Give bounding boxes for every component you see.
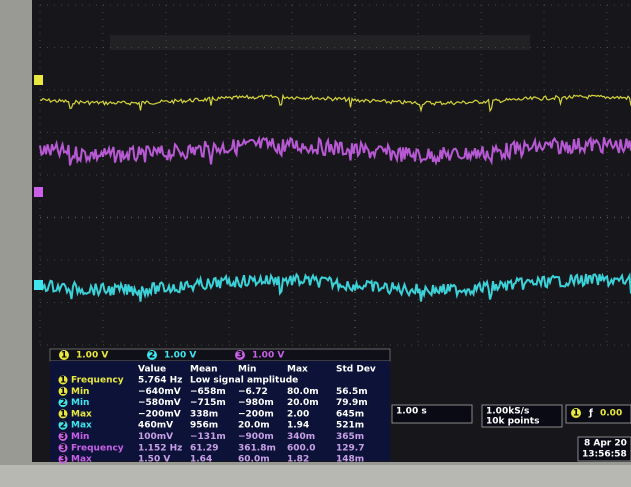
row-channel: 3 — [60, 455, 66, 465]
row-name: Max — [71, 409, 92, 419]
date: 8 Apr 20 — [584, 439, 627, 449]
row-cell: 1.64 — [190, 455, 212, 465]
row-cell: 521m — [336, 421, 364, 431]
channel-marker — [34, 75, 43, 85]
row-cell: 20.0m — [238, 421, 270, 431]
row-cell: 20.0m — [287, 398, 319, 408]
row-cell: −200m — [238, 409, 274, 419]
channel-number: 3 — [237, 351, 243, 361]
row-cell: −658m — [190, 387, 226, 397]
row-name: Frequency — [71, 376, 124, 386]
channel-marker — [34, 187, 43, 197]
channel-scale: 1.00 V — [164, 351, 196, 361]
row-cell: −900m — [238, 432, 274, 442]
row-name: Min — [71, 432, 89, 442]
row-cell: −580mV — [138, 398, 181, 408]
row-channel: 2 — [60, 398, 66, 408]
row-cell: −715m — [190, 398, 226, 408]
oscilloscope-photo: 1.00 s 1.00kS/s 10k points 1 ƒ 0.00 8 Ap… — [0, 0, 631, 487]
row-cell: 1.152 Hz — [138, 443, 182, 453]
channel-scale: 1.00 V — [252, 351, 284, 361]
row-cell: 56.5m — [336, 387, 368, 397]
channel-number: 1 — [61, 351, 67, 361]
channel-number: 2 — [149, 351, 155, 361]
row-cell: 61.29 — [190, 443, 218, 453]
row-cell: 148m — [336, 455, 364, 465]
row-channel: 1 — [60, 409, 66, 419]
bottom-bezel — [0, 465, 631, 487]
row-cell: 2.00 — [287, 409, 309, 419]
row-cell: 1.82 — [287, 455, 309, 465]
sample-rate: 1.00kS/s — [486, 407, 529, 417]
row-cell: 60.0m — [238, 455, 270, 465]
channel-marker — [34, 280, 43, 290]
row-cell: 460mV — [138, 421, 173, 431]
row-name: Max — [71, 421, 92, 431]
channel-scale: 1.00 V — [76, 351, 108, 361]
row-channel: 3 — [60, 443, 66, 453]
row-cell: 100mV — [138, 432, 173, 442]
row-cell: −200mV — [138, 409, 181, 419]
row-cell: 645m — [336, 409, 364, 419]
time: 13:56:58 — [582, 450, 627, 460]
row-channel: 3 — [60, 432, 66, 442]
row-cell: 1.94 — [287, 421, 309, 431]
row-cell: −131m — [190, 432, 226, 442]
row-cell: 1.50 V — [138, 455, 170, 465]
column-header: Max — [287, 365, 308, 375]
row-cell: 80.0m — [287, 387, 319, 397]
record-length: 10k points — [486, 417, 539, 427]
row-cell: 340m — [287, 432, 315, 442]
row-cell: 361.8m — [238, 443, 276, 453]
column-header: Min — [238, 365, 256, 375]
column-header: Mean — [190, 365, 218, 375]
trigger-level: 0.00 — [600, 409, 622, 419]
row-cell: −6.72 — [238, 387, 268, 397]
row-cell: −640mV — [138, 387, 181, 397]
row-cell: Low signal amplitude — [190, 376, 298, 386]
row-name: Min — [71, 398, 89, 408]
row-cell: 338m — [190, 409, 218, 419]
row-cell: 79.9m — [336, 398, 368, 408]
column-header: Std Dev — [336, 365, 376, 375]
row-cell: 365m — [336, 432, 364, 442]
row-name: Max — [71, 455, 92, 465]
column-header: Value — [138, 365, 166, 375]
row-channel: 2 — [60, 421, 66, 431]
row-name: Frequency — [71, 443, 124, 453]
row-cell: 956m — [190, 421, 218, 431]
row-channel: 1 — [60, 376, 66, 386]
trigger-channel: 1 — [573, 409, 579, 419]
timebase: 1.00 s — [396, 407, 427, 417]
row-channel: 1 — [60, 387, 66, 397]
row-cell: 129.7 — [336, 443, 364, 453]
row-name: Min — [71, 387, 89, 397]
row-cell: 600.0 — [287, 443, 315, 453]
trigger-slope-icon: ƒ — [588, 409, 593, 419]
row-cell: −980m — [238, 398, 274, 408]
row-cell: 5.764 Hz — [138, 376, 182, 386]
